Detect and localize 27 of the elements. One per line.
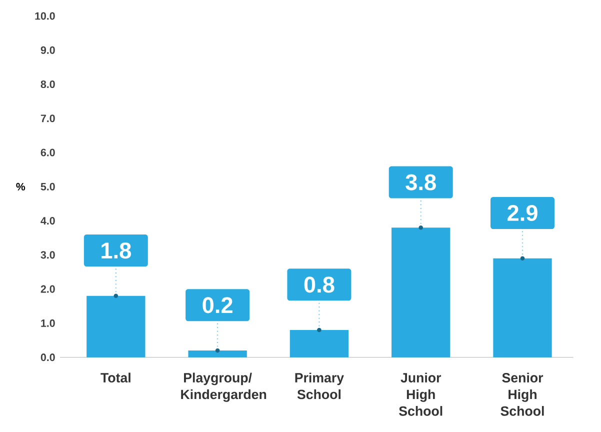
y-tick-label: 4.0 [40,217,55,225]
bar [188,350,247,358]
bar [493,258,552,358]
y-tick-label: 1.0 [41,319,55,327]
x-tick-label: Primary School [295,372,344,400]
y-tick-label: 0.0 [40,354,55,362]
y-axis-title: % [16,182,26,190]
data-label: 1.8 [102,242,131,259]
x-tick-label: Total [100,372,130,382]
data-label: 2.9 [508,204,538,222]
y-tick-label: 10.0 [35,12,55,20]
bar [290,330,349,358]
bar [392,228,450,358]
bar [86,296,146,358]
y-tick-label: 7.0 [40,114,55,122]
x-tick-label: Junior High School [399,372,442,416]
y-tick-label: 9.0 [40,46,55,54]
data-label: 0.2 [202,297,232,314]
y-tick-label: 8.0 [40,80,55,88]
y-tick-label: 5.0 [40,182,55,190]
x-tick-label: Senior High School [500,372,544,416]
x-tick-label: Playgroup/ Kindergarden [181,372,266,402]
data-label: 0.8 [304,276,334,293]
data-label: 3.8 [406,174,436,190]
y-tick-label: 2.0 [40,285,55,293]
y-tick-label: 3.0 [40,251,55,259]
y-tick-label: 6.0 [40,148,55,156]
